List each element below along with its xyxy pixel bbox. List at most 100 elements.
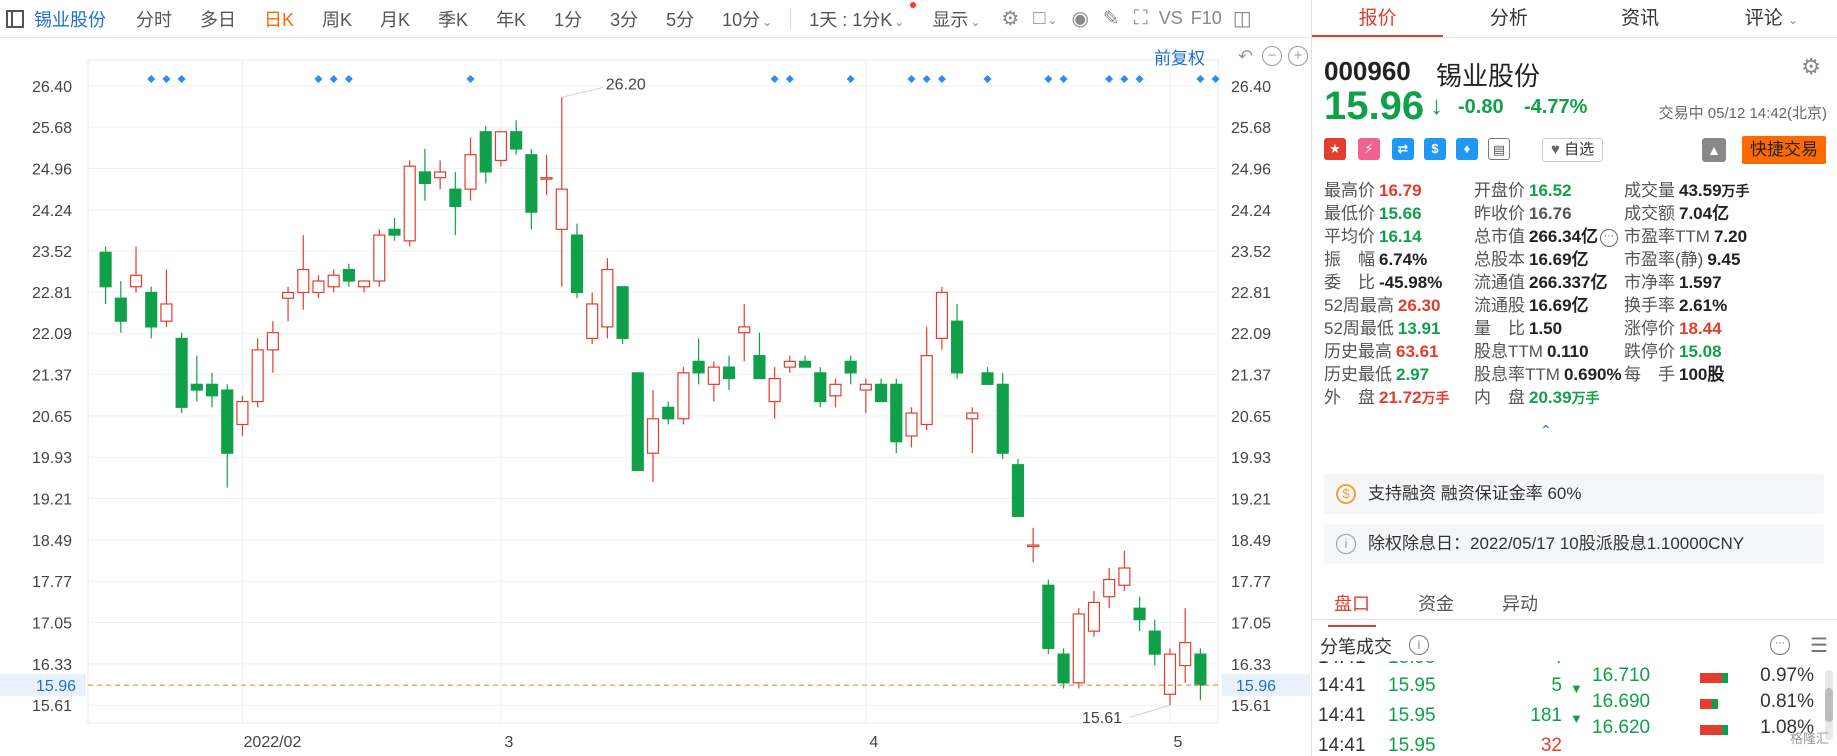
y-axis-left: 26.40 25.68 24.96 24.24 23.52 22.81 22.09 21.37… [32,79,72,715]
fullscreen-icon[interactable]: ⛶ [1133,7,1148,29]
period-5min[interactable]: 5分 [666,9,695,30]
candles [99,97,1207,706]
vs-button[interactable]: VS [1158,8,1183,28]
metric-52w-low: 52周最低 13.91 [1324,314,1440,339]
sidebar-toggle-icon[interactable] [6,9,24,28]
stock-header: 000960 锡业股份 ⚙ [1312,38,1837,91]
event-marker [147,75,156,83]
metric-value: 16.76 [1529,204,1572,223]
gear-icon[interactable]: ⚙ [1001,8,1020,30]
candlestick-chart[interactable]: 26.40 25.68 24.96 24.24 23.52 22.81 22.09 21.37… [0,38,1310,756]
tag-icon[interactable]: ♦ [1456,138,1478,160]
lightning-icon[interactable]: ⚡ [1358,138,1380,160]
chevron-up-icon[interactable]: ⌃ [1540,422,1552,438]
period-quarterly-k[interactable]: 季K [438,9,469,30]
metric-label: 52周最高 [1324,296,1394,315]
period-10min[interactable]: 10分 ⌄ [708,6,786,32]
undo-icon[interactable]: ↶ [1238,46,1254,66]
candle [312,275,325,299]
pencil-icon[interactable]: ✎ [1102,8,1120,30]
candle [525,148,538,230]
candle-body [768,377,781,403]
period-1min[interactable]: 1分 [554,9,583,30]
event-marker [1135,75,1144,83]
display-menu-label: 显示 [932,9,969,30]
tick-scrollbar[interactable] [1825,670,1833,740]
shuffle-icon[interactable]: ⇄ [1392,138,1414,160]
metric-value: 18.44 [1679,319,1722,338]
stock-name-link[interactable]: 锡业股份 [34,9,106,30]
y-tick-label: 19.93 [32,450,72,467]
y-tick-label: 15.61 [32,698,72,715]
adjust-mode-button[interactable]: 前复权 [1154,49,1205,68]
tab-orderbook[interactable]: 盘口 [1328,590,1376,627]
metric-pb: 市净率 1.597 [1624,268,1722,293]
level-price: 16.710 [1592,665,1651,686]
f10-button[interactable]: F10 [1190,8,1222,28]
candle-body [1118,567,1131,586]
period-multiday[interactable]: 多日 [200,9,236,30]
candle [251,338,264,408]
tab-capital[interactable]: 资金 [1418,594,1454,614]
period-yearly-k[interactable]: 年K [496,9,527,30]
dividend-info[interactable]: i 除权除息日：2022/05/17 10股派股息1.10000CNY [1324,524,1824,564]
range-select[interactable]: 1天 : 1分K ⌄ [795,1,918,32]
metric-amplitude: 振 幅 6.74% [1324,245,1427,270]
add-watchlist-button[interactable]: ♥ 自选 [1542,138,1604,162]
candle-body [1072,613,1085,684]
period-daily-k[interactable]: 日K [264,9,295,30]
candle-body [798,360,812,368]
tab-analysis[interactable]: 分析 [1489,8,1528,29]
zoom-in-icon[interactable]: + [1288,46,1308,66]
tab-news[interactable]: 资讯 [1621,8,1660,29]
dollar-icon[interactable]: $ [1424,138,1446,160]
metric-float-shares: 流通股 16.69亿 [1474,291,1589,316]
tab-comments[interactable]: 评论 ⌄ [1706,0,1837,37]
candle [768,367,781,419]
y-tick-label: 17.77 [1231,574,1271,591]
candle [479,126,492,184]
tab-unusual[interactable]: 异动 [1502,594,1538,614]
metric-value: 6.74% [1379,250,1428,269]
candle [236,395,249,436]
fast-trade-button[interactable]: 快捷交易 [1742,136,1826,164]
event-marker [162,75,171,83]
more-icon[interactable]: ⋯ [1600,228,1618,247]
margin-info[interactable]: $ 支持融资 融资保证金率 60% [1324,474,1824,514]
checkbox-square-icon[interactable]: □ ⌄ [1033,7,1058,29]
candle [829,378,842,408]
candle-body [297,268,310,294]
event-marker [466,75,475,83]
candle [1133,596,1146,632]
event-marker [907,75,916,83]
candle [160,269,173,327]
high-pointer [561,86,604,98]
candle-body [859,383,872,391]
document-icon[interactable]: ▤ [1488,138,1510,160]
panel-toggle-icon[interactable]: ◫ [1232,8,1252,30]
display-menu[interactable]: 显示 ⌄ [918,6,994,32]
candle-body [342,268,355,282]
period-3min[interactable]: 3分 [610,9,639,30]
more-icon[interactable]: ⋯ [1770,635,1790,655]
candle-body [692,360,705,374]
camera-icon[interactable]: ◉ [1071,8,1089,30]
bell-icon[interactable]: ▲ [1702,138,1726,162]
dividend-text: 除权除息日：2022/05/17 10股派股息1.10000CNY [1368,534,1745,553]
candle-body [540,177,553,180]
candle-body [616,286,629,340]
tick-time: 14:41 [1318,661,1366,669]
gear-icon[interactable]: ⚙ [1801,54,1821,79]
tab-quote[interactable]: 报价 [1312,0,1444,37]
x-tick-label: 2022/02 [244,734,302,751]
x-axis: 2022/02 3 4 5 [244,734,1183,751]
y-tick-label: 17.77 [32,574,72,591]
period-weekly-k[interactable]: 周K [322,9,353,30]
period-monthly-k[interactable]: 月K [380,9,411,30]
y-tick-label: 16.33 [32,657,72,674]
metric-label: 委 比 [1324,273,1375,292]
list-icon[interactable]: ☰ [1810,635,1828,657]
zoom-out-icon[interactable]: − [1262,46,1282,66]
period-intraday[interactable]: 分时 [136,9,172,30]
info-icon[interactable]: i [1409,635,1429,655]
